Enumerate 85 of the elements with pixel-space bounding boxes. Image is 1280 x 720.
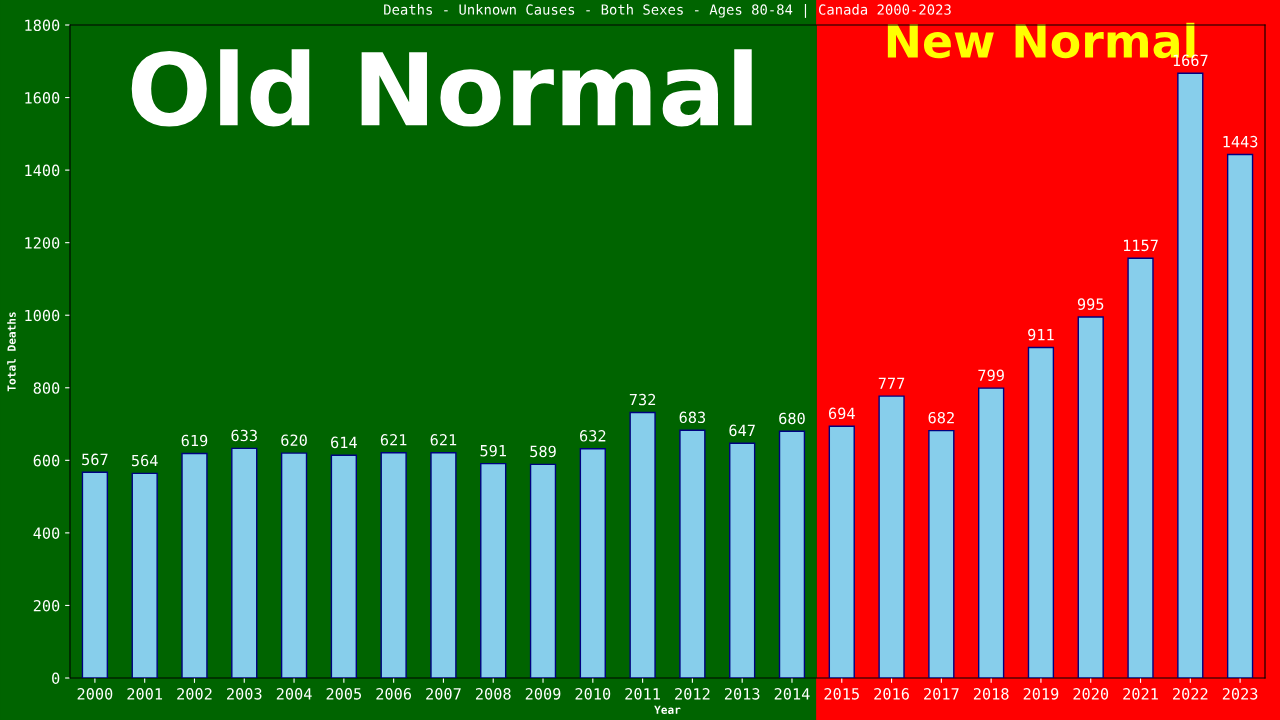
y-tick-label: 1800 (25, 19, 60, 32)
x-tick-label: 2014 (774, 688, 810, 700)
bar (181, 452, 208, 678)
data-label: 682 (928, 411, 954, 424)
data-label: 620 (281, 434, 307, 446)
data-label: 633 (231, 429, 257, 442)
data-label: 777 (878, 377, 905, 389)
x-tick-label: 2019 (1023, 688, 1059, 700)
data-label: 911 (1028, 328, 1054, 341)
data-label: 614 (331, 436, 357, 449)
x-axis-title: Year (654, 705, 681, 714)
bar (1177, 72, 1204, 678)
bar (878, 395, 905, 678)
y-tick-label: 1600 (25, 92, 60, 104)
x-tick-label: 2003 (227, 688, 262, 700)
x-tick-label: 2000 (77, 688, 113, 700)
data-label: 1443 (1223, 135, 1258, 148)
data-label: 683 (679, 411, 706, 424)
x-tick-label: 2022 (1173, 688, 1208, 700)
data-label: 567 (82, 453, 108, 466)
x-tick-label: 2002 (177, 688, 212, 700)
bar (330, 454, 357, 678)
y-tick-label: 0 (52, 672, 60, 685)
x-tick-label: 2004 (276, 688, 312, 700)
bar (778, 430, 806, 678)
x-tick-label: 2020 (1073, 688, 1109, 700)
y-tick-label: 1000 (25, 309, 60, 322)
x-tick-label: 2023 (1222, 688, 1258, 700)
band-label: Old Normal (131, 49, 752, 127)
x-tick-label: 2009 (525, 688, 561, 700)
x-tick-label: 2008 (475, 688, 511, 700)
data-label: 694 (828, 407, 855, 420)
data-label: 564 (131, 454, 158, 467)
bar (529, 463, 557, 678)
y-axis-title: Total Deaths (7, 312, 16, 392)
data-label: 995 (1077, 298, 1104, 310)
x-tick-label: 2015 (824, 688, 859, 700)
y-tick-label: 600 (33, 454, 60, 467)
bar (231, 447, 258, 678)
bar (380, 452, 407, 678)
x-tick-label: 2016 (874, 688, 909, 700)
y-tick-label: 400 (33, 527, 60, 539)
bar (629, 411, 656, 678)
chart-title: Deaths - Unknown Causes - Both Sexes - Ages 80-84 | Canada 2000-2023 (384, 4, 951, 18)
y-tick-label: 200 (33, 599, 60, 612)
x-tick-label: 2001 (127, 688, 163, 700)
x-tick-label: 2005 (326, 688, 362, 700)
data-label: 619 (181, 434, 208, 447)
data-label: 680 (779, 412, 805, 425)
bar (430, 452, 457, 678)
bar (828, 425, 855, 678)
bar (1027, 346, 1055, 678)
x-tick-label: 2021 (1123, 688, 1158, 700)
bar (978, 387, 1005, 678)
data-label: 732 (629, 393, 656, 406)
bar (131, 472, 158, 678)
bar (1077, 316, 1104, 678)
x-tick-label: 2018 (973, 688, 1009, 700)
x-tick-label: 2012 (675, 688, 710, 700)
bar (480, 462, 507, 678)
data-label: 591 (480, 444, 506, 457)
y-tick-label: 1400 (25, 164, 60, 177)
bar (280, 452, 308, 678)
x-tick-label: 2006 (376, 688, 412, 700)
data-label: 632 (580, 430, 606, 442)
bar (679, 429, 706, 678)
y-tick-label: 1200 (25, 237, 60, 249)
bar (729, 442, 756, 678)
data-label: 647 (729, 424, 755, 437)
data-label: 1157 (1123, 239, 1158, 252)
data-label: 589 (530, 445, 556, 458)
bar (81, 471, 109, 678)
data-label: 621 (380, 434, 407, 446)
bar (1127, 257, 1154, 678)
x-tick-label: 2007 (426, 688, 461, 700)
x-tick-label: 2011 (625, 688, 660, 700)
x-tick-label: 2010 (575, 688, 611, 700)
data-label: 621 (430, 434, 457, 446)
x-tick-label: 2017 (924, 688, 959, 700)
bar (1226, 153, 1254, 678)
data-label: 799 (978, 369, 1004, 382)
y-tick-label: 800 (33, 382, 60, 394)
x-tick-label: 2013 (724, 688, 760, 700)
bar (928, 429, 955, 678)
bar (579, 448, 606, 678)
